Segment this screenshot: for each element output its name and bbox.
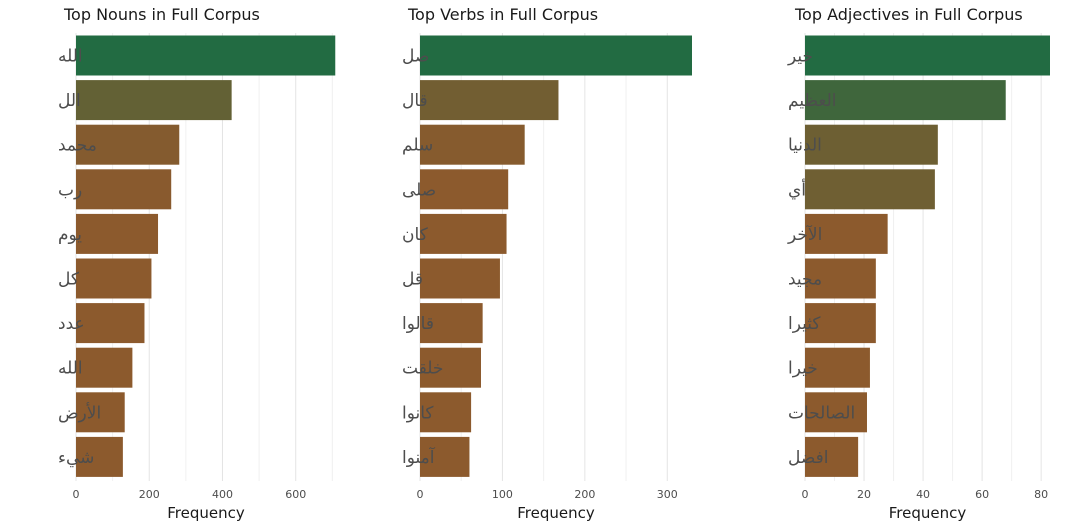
y-tick-label: قل <box>402 270 423 290</box>
x-tick-label: 100 <box>492 488 513 501</box>
x-tick-label: 80 <box>1034 488 1048 501</box>
x-tick-label: 600 <box>285 488 306 501</box>
bar <box>420 213 507 254</box>
chart-panel-3: 0 20 40 60 80 خير العظيم الدنيا أي الآخر مجيد كثيرا… <box>787 5 1050 522</box>
x-tick-label: 0 <box>802 488 809 501</box>
y-tick-label: يوم <box>58 225 82 245</box>
y-tick-label: آمنوا <box>402 446 436 468</box>
x-tick-label: 20 <box>857 488 871 501</box>
bar <box>805 35 1050 76</box>
bar <box>805 80 1006 121</box>
y-tick-label: كل <box>58 270 80 290</box>
y-tick-label: كثيرا <box>788 314 821 334</box>
bar <box>420 303 483 344</box>
bar <box>420 347 481 388</box>
y-tick-label: افضل <box>788 448 828 468</box>
x-tick-label: 200 <box>574 488 595 501</box>
x-tick-label: 400 <box>212 488 233 501</box>
x-tick-label: 200 <box>139 488 160 501</box>
bar <box>76 436 123 477</box>
bar <box>76 392 125 433</box>
bar <box>76 124 180 165</box>
bar <box>805 392 867 433</box>
chart-title: Top Nouns in Full Corpus <box>63 5 260 24</box>
x-axis-label: Frequency <box>517 504 595 522</box>
bar <box>805 303 876 344</box>
bar <box>805 169 935 210</box>
x-tick-label: 300 <box>657 488 678 501</box>
x-axis-label: Frequency <box>889 504 967 522</box>
x-tick-label: 0 <box>73 488 80 501</box>
y-tick-label: الآخر <box>787 224 822 245</box>
chart-title: Top Verbs in Full Corpus <box>407 5 598 24</box>
bar <box>76 169 172 210</box>
y-tick-label: الل <box>58 91 81 111</box>
y-tick-label: سلم <box>402 136 433 156</box>
chart-panel-2: 0 100 200 300 صل قال سلم صلى كان قل قالوا خلقت كانوا… <box>402 5 692 522</box>
y-tick-label: الدنيا <box>788 136 822 156</box>
y-tick-label: صل <box>402 47 429 67</box>
y-tick-label: صلى <box>402 180 436 200</box>
y-tick-label: كان <box>402 225 429 245</box>
y-tick-label: محمد <box>58 136 97 156</box>
y-tick-label: قال <box>402 91 428 111</box>
x-tick-label: 60 <box>975 488 989 501</box>
bar <box>420 169 509 210</box>
y-tick-label: الأرض <box>58 402 101 423</box>
bar <box>76 347 133 388</box>
x-tick-label: 40 <box>916 488 930 501</box>
chart-title: Top Adjectives in Full Corpus <box>794 5 1023 24</box>
y-tick-label: شيء <box>58 448 94 468</box>
bar <box>420 35 692 76</box>
chart-panel-1: 0 200 400 600 الله الل محمد رب يوم كل عدد الله الأرض… <box>58 5 336 522</box>
y-tick-label: خير <box>787 47 813 67</box>
y-tick-label: كانوا <box>402 403 434 423</box>
bar <box>805 347 870 388</box>
bar <box>420 392 472 433</box>
bar <box>805 258 876 299</box>
y-tick-label: العظيم <box>788 91 837 111</box>
y-tick-label: خلقت <box>402 359 443 379</box>
y-tick-label: الله <box>58 359 83 379</box>
y-tick-label: الصالحات <box>788 403 855 423</box>
x-axis-label: Frequency <box>167 504 245 522</box>
y-tick-label: عدد <box>58 314 85 334</box>
bar <box>420 80 559 121</box>
bar <box>805 436 859 477</box>
y-tick-label: مجيد <box>788 270 822 290</box>
bar <box>420 258 500 299</box>
bar <box>76 35 336 76</box>
bar <box>76 303 145 344</box>
bar <box>76 213 159 254</box>
bar <box>76 258 152 299</box>
x-tick-label: 0 <box>417 488 424 501</box>
bar <box>805 213 888 254</box>
y-tick-label: أي <box>788 178 806 200</box>
y-tick-label: قالوا <box>402 314 434 334</box>
bar <box>805 124 938 165</box>
bar <box>420 436 470 477</box>
bar <box>420 124 525 165</box>
y-tick-label: الله <box>58 47 83 67</box>
y-tick-label: رب <box>58 180 82 200</box>
y-tick-label: خيرا <box>788 359 818 379</box>
bar <box>76 80 232 121</box>
